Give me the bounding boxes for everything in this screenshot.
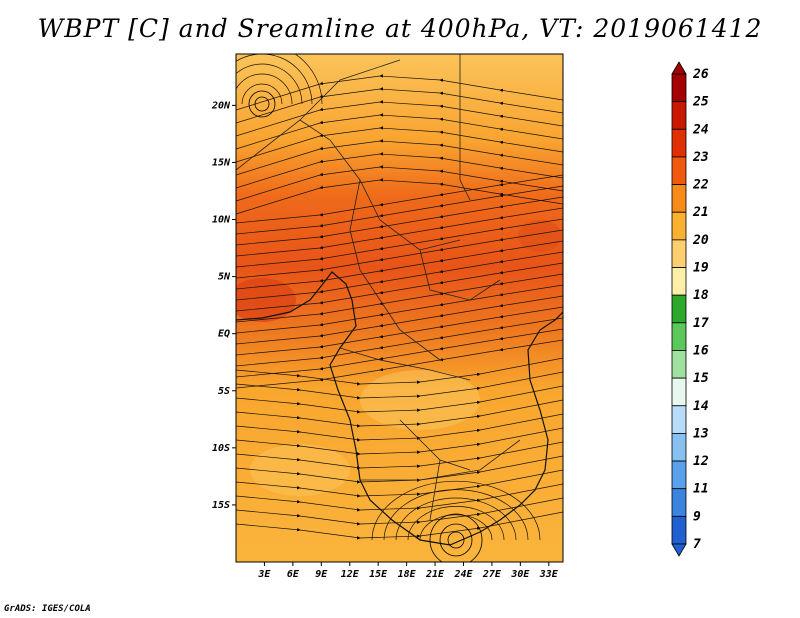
streamline (294, 54, 323, 105)
lat-tick-label: 5N (218, 272, 231, 283)
colorbar-label: 17 (693, 316, 709, 331)
colorbar-swatch (671, 101, 687, 130)
wbpt-max-west (236, 278, 296, 322)
colorbar: 26 25 24 23 22 21 20 19 18 17 16 15 14 13 12 11 9 7 (671, 61, 709, 557)
lon-tick-label: 27E (482, 569, 502, 580)
colorbar-label: 16 (693, 343, 709, 358)
lat-tick-label: EQ (218, 329, 230, 340)
lon-tick-label: 3E (257, 569, 271, 580)
lon-tick-label: 9E (315, 569, 328, 580)
colorbar-label: 9 (693, 509, 701, 524)
streamline (236, 511, 563, 540)
lon-tick-label: 6E (287, 569, 300, 580)
streamline (236, 497, 563, 526)
colorbar-label: 14 (693, 399, 709, 414)
colorbar-label: 24 (692, 122, 709, 137)
colorbar-label: 18 (693, 288, 709, 303)
colorbar-swatch (671, 239, 687, 268)
lon-tick-label: 33E (539, 569, 559, 580)
streamline (236, 455, 563, 484)
colorbar-swatch (671, 294, 687, 324)
streamline (236, 139, 563, 176)
colorbar-swatch (671, 73, 687, 103)
streamline (236, 73, 293, 105)
colorbar-swatch (671, 322, 687, 351)
lon-tick-label: 12E (341, 569, 360, 580)
longitude-axis: 3E 6E 9E 12E 15E 18E 21E 24E 27E 30E 33E (257, 562, 559, 580)
circulation-south (447, 531, 465, 549)
map-frame (235, 53, 564, 563)
colorbar-swatch (671, 405, 687, 434)
streamline (383, 489, 529, 541)
streamline (236, 63, 303, 105)
lat-tick-label: 20N (211, 100, 231, 111)
colorbar-label: 15 (693, 371, 709, 386)
streamline (236, 126, 563, 163)
colorbar-label: 11 (693, 482, 709, 497)
streamline (236, 441, 563, 470)
country-borders (236, 54, 521, 521)
streamline (236, 371, 563, 400)
colorbar-label: 23 (692, 150, 709, 165)
lat-tick-label: 5S (218, 386, 230, 397)
lon-tick-label: 21E (425, 569, 445, 580)
streamline (241, 83, 283, 105)
colorbar-label: 22 (692, 178, 709, 193)
colorbar-label: 26 (692, 67, 709, 82)
colorbar-label: 20 (692, 233, 709, 248)
streamline (236, 357, 563, 386)
streamline (236, 113, 563, 150)
latitude-axis: 20N 15N 10N 5N EQ 5S 10S 15S (211, 100, 236, 511)
lon-tick-label: 30E (510, 569, 530, 580)
streamline (236, 413, 563, 442)
colorbar-label: 12 (693, 454, 709, 469)
colorbar-swatch (671, 267, 687, 296)
colorbar-swatch (671, 515, 687, 545)
streamline (236, 469, 563, 498)
circulation-north (254, 96, 270, 112)
colorbar-swatch (671, 350, 687, 379)
lon-tick-label: 18E (398, 569, 417, 580)
streamline (236, 152, 563, 189)
colorbar-swatch (671, 128, 687, 158)
streamline (236, 165, 563, 202)
colorbar-label: 19 (693, 261, 709, 276)
streamline (395, 497, 517, 541)
colorbar-swatch (671, 156, 687, 185)
chart-title: WBPT [C] and Sreamline at 400hPa, VT: 20… (37, 14, 763, 43)
lon-tick-label: 24E (453, 569, 473, 580)
streamline (407, 506, 505, 541)
colorbar-swatch (671, 211, 687, 241)
lat-tick-label: 15S (212, 500, 230, 511)
lat-tick-label: 10N (212, 215, 231, 226)
streamline (236, 427, 563, 456)
colorbar-swatch (671, 184, 687, 213)
colorbar-label: 13 (693, 426, 709, 441)
wbpt-cool-patch (360, 370, 480, 430)
map-area: 20N 15N 10N 5N EQ 5S 10S 15S 3E 6E 9E 12E 15E 18E 21E… (211, 53, 564, 580)
streamline (236, 399, 563, 428)
streamline (236, 87, 563, 124)
streamline (419, 514, 493, 541)
streamline (236, 74, 563, 111)
footer-credit: GrADS: IGES/COLA (4, 604, 91, 614)
streamline (236, 385, 563, 414)
streamline (371, 480, 541, 541)
colorbar-swatch (671, 377, 687, 407)
lat-tick-label: 10S (212, 443, 230, 454)
coastline (236, 271, 563, 546)
colorbar-swatch (671, 488, 687, 517)
colorbar-label: 25 (692, 95, 709, 110)
colorbar-label: 21 (692, 205, 709, 220)
colorbar-top-arrow (671, 61, 687, 75)
lat-tick-label: 15N (212, 157, 231, 168)
wbpt-max-east (518, 220, 562, 252)
colorbar-label: 7 (693, 537, 701, 552)
colorbar-swatch (671, 433, 687, 462)
lon-tick-label: 15E (369, 569, 388, 580)
colorbar-bottom-arrow (671, 543, 687, 557)
colorbar-swatch (671, 460, 687, 490)
streamline (236, 178, 563, 215)
